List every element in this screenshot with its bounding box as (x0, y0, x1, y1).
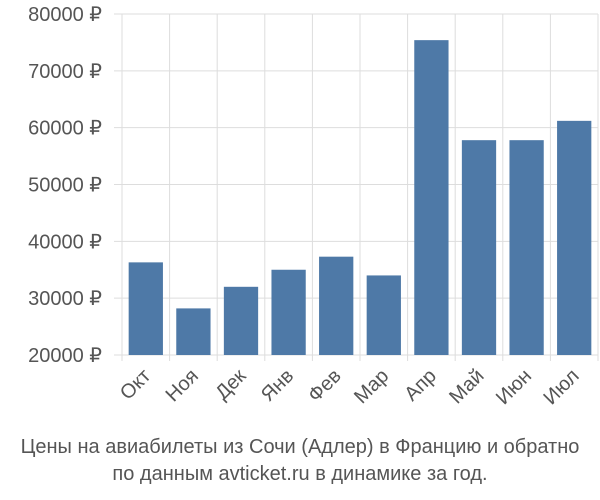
bar (557, 120, 592, 355)
y-tick-label: 40000 ₽ (28, 231, 102, 253)
bar (223, 286, 259, 355)
x-tick-label: Май (445, 365, 488, 408)
bar (461, 140, 497, 355)
bar (128, 262, 163, 355)
y-tick-label: 60000 ₽ (28, 118, 102, 140)
price-bar-chart: 20000 ₽ 30000 ₽ 40000 ₽ 50000 ₽ 60000 ₽ 70000… (28, 4, 599, 409)
y-tick-label: 30000 ₽ (28, 288, 102, 310)
bar (319, 256, 354, 355)
bar (176, 308, 211, 355)
bar (366, 275, 401, 355)
x-tick-label: Окт (116, 365, 155, 404)
x-tick-label: Апр (400, 365, 441, 406)
y-tick-label: 70000 ₽ (28, 61, 102, 83)
y-tick-label: 80000 ₽ (28, 4, 102, 26)
x-tick-label: Фев (304, 365, 346, 407)
bar (414, 40, 449, 355)
x-tick-label: Дек (211, 365, 250, 404)
x-tick-label: Июл (539, 365, 583, 409)
x-tick-label: Ноя (162, 365, 203, 406)
x-tick-label: Мар (350, 365, 393, 408)
x-tick-label: Июн (492, 365, 536, 409)
caption-line-1: Цены на авиабилеты из Сочи (Адлер) в Фра… (20, 436, 580, 458)
y-tick-label: 50000 ₽ (28, 175, 102, 197)
x-tick-label: Янв (257, 365, 298, 406)
y-tick-label: 20000 ₽ (28, 345, 102, 367)
caption-line-2: по данным avticket.ru в динамике за год. (112, 463, 488, 485)
bar (509, 140, 544, 355)
bar (271, 269, 306, 355)
